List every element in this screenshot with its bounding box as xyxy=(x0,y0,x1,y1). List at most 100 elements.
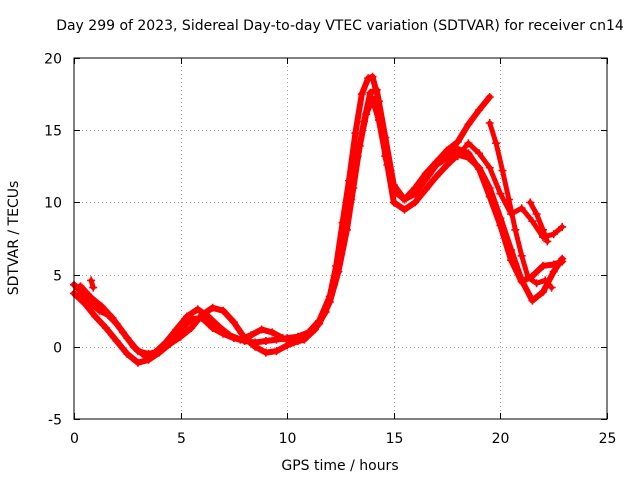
data-point xyxy=(496,189,505,198)
data-point xyxy=(400,205,409,214)
data-point xyxy=(357,90,366,99)
data-point xyxy=(225,331,234,340)
y-tick-label: 10 xyxy=(44,196,62,212)
data-point xyxy=(475,106,484,114)
data-point xyxy=(541,276,550,285)
chart-title: Day 299 of 2023, Sidereal Day-to-day VTE… xyxy=(56,18,624,34)
data-point xyxy=(504,195,513,204)
y-tick-label: 5 xyxy=(53,269,62,285)
data-point xyxy=(134,358,142,367)
data-point xyxy=(411,198,420,207)
data-point xyxy=(172,325,181,334)
series-track-3 xyxy=(76,85,567,360)
data-point xyxy=(97,302,106,311)
data-point xyxy=(360,117,368,126)
data-point xyxy=(102,324,110,332)
data-point xyxy=(140,351,149,360)
data-point xyxy=(485,93,494,101)
data-point xyxy=(558,222,567,231)
y-tick-label: 0 xyxy=(53,341,62,357)
data-point xyxy=(76,282,85,291)
data-point xyxy=(289,338,298,347)
data-point xyxy=(251,342,260,351)
data-point xyxy=(353,152,362,161)
series-track-6 xyxy=(526,198,552,246)
series-line xyxy=(527,199,550,244)
data-point xyxy=(219,306,228,315)
data-point xyxy=(176,332,185,341)
data-point xyxy=(496,221,505,230)
data-point xyxy=(208,303,217,312)
data-point xyxy=(87,276,96,285)
data-point xyxy=(411,189,420,198)
series-line xyxy=(71,73,493,357)
data-point xyxy=(539,261,547,270)
y-axis-label: SDTVAR / TECUs xyxy=(6,181,22,296)
data-point xyxy=(532,279,541,288)
series-track-7 xyxy=(87,276,98,292)
data-point xyxy=(372,85,381,94)
data-point xyxy=(247,331,255,340)
data-point xyxy=(351,129,360,138)
data-point xyxy=(261,337,270,345)
data-point xyxy=(257,325,266,334)
x-tick-label: 20 xyxy=(492,431,510,447)
data-point xyxy=(183,312,191,321)
data-point xyxy=(507,256,516,265)
data-point xyxy=(389,198,398,207)
data-point xyxy=(432,160,441,169)
data-point xyxy=(443,146,452,155)
data-point xyxy=(236,335,245,344)
data-point xyxy=(229,318,238,327)
data-point xyxy=(368,72,377,81)
data-point xyxy=(543,237,552,246)
data-point xyxy=(300,335,309,344)
data-point xyxy=(453,137,462,146)
data-point xyxy=(511,225,520,234)
y-tick-label: 20 xyxy=(44,52,62,68)
y-tick-label: -5 xyxy=(48,413,62,429)
data-point xyxy=(532,210,541,218)
data-point xyxy=(558,257,567,266)
data-point xyxy=(321,308,330,317)
data-point xyxy=(204,312,213,321)
data-point xyxy=(549,260,558,269)
data-point xyxy=(492,139,501,148)
data-point xyxy=(278,334,287,343)
data-point xyxy=(517,204,526,213)
data-point xyxy=(485,192,494,201)
data-point xyxy=(91,312,100,321)
series-track-5 xyxy=(485,119,556,292)
data-point xyxy=(400,195,409,204)
data-point xyxy=(89,283,98,292)
data-point xyxy=(464,120,473,129)
data-point xyxy=(528,296,537,305)
data-point xyxy=(517,277,526,286)
data-point xyxy=(338,241,347,250)
data-point xyxy=(151,348,159,357)
data-point xyxy=(389,181,398,190)
series-line xyxy=(487,120,555,291)
data-point xyxy=(464,139,473,148)
data-point xyxy=(549,267,558,276)
data-point xyxy=(443,160,452,169)
data-point xyxy=(112,337,121,345)
data-point xyxy=(129,342,138,351)
data-point xyxy=(366,88,375,97)
data-point xyxy=(187,324,196,332)
data-point xyxy=(485,119,494,127)
data-point xyxy=(261,348,270,357)
x-tick-label: 15 xyxy=(386,431,404,447)
plot-border xyxy=(73,57,608,420)
data-point xyxy=(526,198,535,207)
data-point xyxy=(539,287,547,296)
data-point xyxy=(528,217,537,226)
data-point xyxy=(215,322,223,331)
plot-frame xyxy=(73,57,608,420)
data-point xyxy=(272,347,281,356)
data-point xyxy=(80,299,89,308)
tick-layer: 0 5 10 15 20 25 -5 0 5 10 15 20 xyxy=(44,52,616,448)
data-point xyxy=(539,225,547,234)
data-point xyxy=(87,293,96,302)
series-track-1 xyxy=(70,72,494,358)
